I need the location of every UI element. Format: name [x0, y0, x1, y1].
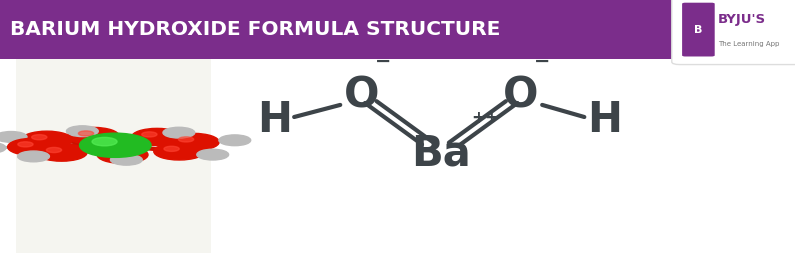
Circle shape [0, 142, 6, 153]
Text: BYJU'S: BYJU'S [718, 13, 766, 26]
Circle shape [17, 151, 49, 162]
Circle shape [46, 147, 62, 153]
Text: The Learning App: The Learning App [718, 41, 779, 47]
Circle shape [169, 133, 219, 151]
Text: O: O [503, 75, 538, 116]
Text: B: B [694, 24, 703, 35]
Bar [16, 16, 211, 253]
Bar [0, 0, 672, 59]
Circle shape [111, 154, 142, 165]
Text: BARIUM HYDROXIDE FORMULA STRUCTURE: BARIUM HYDROXIDE FORMULA STRUCTURE [10, 20, 501, 39]
Circle shape [21, 131, 72, 148]
Circle shape [107, 150, 122, 155]
Text: O: O [344, 75, 379, 116]
Circle shape [153, 143, 204, 160]
Circle shape [68, 128, 119, 145]
Circle shape [132, 128, 183, 146]
Polygon shape [672, 0, 696, 59]
Circle shape [79, 131, 94, 136]
Circle shape [80, 133, 151, 157]
Circle shape [163, 127, 195, 138]
Text: −: − [534, 52, 550, 71]
Text: Ba: Ba [411, 132, 471, 174]
Circle shape [219, 135, 250, 146]
Circle shape [17, 142, 33, 147]
Text: H: H [587, 99, 622, 141]
Text: −: − [375, 52, 391, 71]
FancyBboxPatch shape [672, 0, 795, 65]
Circle shape [197, 149, 229, 160]
Circle shape [32, 134, 47, 140]
Circle shape [164, 146, 179, 151]
Text: H: H [257, 99, 292, 141]
Circle shape [0, 132, 27, 142]
Circle shape [178, 137, 194, 142]
Text: ++: ++ [471, 109, 498, 127]
Circle shape [37, 144, 87, 161]
Circle shape [67, 126, 99, 137]
Circle shape [92, 137, 117, 146]
Circle shape [8, 138, 59, 155]
FancyBboxPatch shape [682, 3, 715, 56]
Circle shape [97, 146, 148, 163]
Circle shape [142, 132, 157, 137]
